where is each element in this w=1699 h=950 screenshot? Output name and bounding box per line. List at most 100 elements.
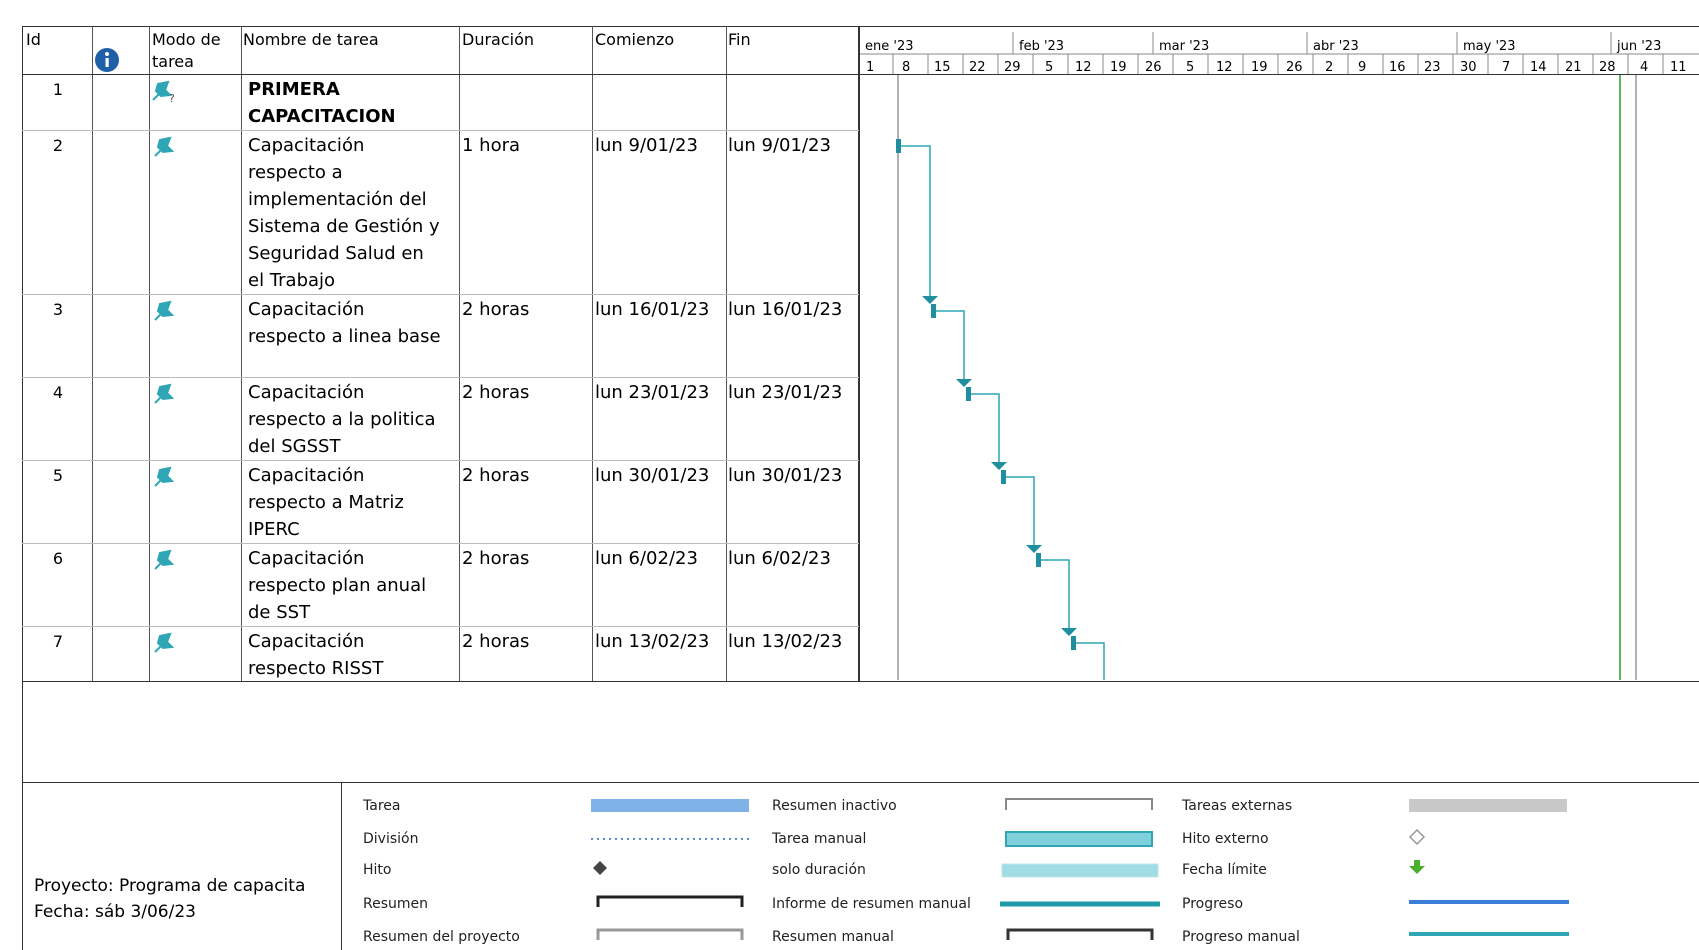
gantt-bar-task-6 [1036, 553, 1041, 567]
gantt-bar-task-2 [896, 139, 901, 153]
column-divider [149, 26, 150, 682]
svg-text:?: ? [169, 92, 175, 104]
legend-label: Progreso [1182, 896, 1244, 912]
task-name: Capacitación respecto a la politica del … [248, 379, 458, 460]
manual-task-pin-icon [152, 630, 178, 656]
column-divider [92, 26, 93, 682]
column-header-start[interactable]: Comienzo [595, 30, 675, 49]
timescale-month: jun '23 [1617, 39, 1662, 54]
timescale-day: 16 [1389, 60, 1406, 75]
task-name: PRIMERA CAPACITACION [248, 76, 458, 130]
task-name-line: Capacitación [248, 465, 365, 486]
column-header-mode[interactable]: Modo de tarea [152, 31, 221, 71]
column-header-mode-line1: Modo de [152, 30, 221, 49]
timescale-day: 23 [1424, 60, 1441, 75]
legend-symbols-col1 [591, 799, 749, 940]
legend-label: Resumen del proyecto [363, 929, 520, 945]
task-duration: 2 horas [462, 299, 530, 320]
manual-task-pin-question-icon: ? [150, 78, 176, 105]
row-divider [22, 543, 859, 544]
task-duration: 1 hora [462, 135, 521, 156]
manual-summary-bracket-icon [1006, 928, 1154, 940]
column-header-name[interactable]: Nombre de tarea [243, 30, 379, 49]
task-name-line: de SST [248, 602, 311, 623]
legend-label: Resumen inactivo [772, 798, 897, 814]
task-name-line: Sistema de Gestión y [248, 216, 440, 237]
task-finish: lun 6/02/23 [728, 548, 831, 569]
task-name: Capacitación respecto RISST [248, 628, 458, 682]
legend-label: Informe de resumen manual [772, 896, 971, 912]
timescale-day: 2 [1325, 60, 1334, 75]
legend-label: solo duración [772, 862, 866, 878]
row-divider [22, 130, 859, 131]
table-bottom-border [22, 681, 1699, 682]
timescale-month: mar '23 [1159, 39, 1210, 54]
deadline-arrow-icon [1409, 860, 1425, 874]
project-name: Proyecto: Programa de capacita [34, 876, 306, 896]
task-finish: lun 30/01/23 [728, 465, 843, 486]
timescale-day: 22 [969, 60, 986, 75]
timescale-day: 7 [1502, 60, 1511, 75]
row-divider [22, 626, 859, 627]
legend-label: Progreso manual [1182, 929, 1300, 945]
timescale-day: 1 [866, 60, 875, 75]
duration-only-bar-icon [1001, 863, 1159, 878]
column-header-finish[interactable]: Fin [728, 30, 751, 49]
milestone-diamond-icon [593, 861, 607, 875]
timescale-day: 11 [1670, 60, 1687, 75]
task-name-line: Capacitación [248, 299, 365, 320]
timescale-day: 28 [1599, 60, 1616, 75]
manual-task-pin-icon [152, 547, 178, 573]
column-header-duration[interactable]: Duración [462, 30, 535, 49]
timescale-day: 19 [1251, 60, 1268, 75]
timescale-month: ene '23 [865, 39, 914, 54]
timescale-month: may '23 [1463, 39, 1516, 54]
legend-label: Tareas externas [1182, 798, 1293, 814]
print-date: Fecha: sáb 3/06/23 [34, 902, 196, 922]
gantt-bar-task-4 [966, 387, 971, 401]
timescale-day: 12 [1075, 60, 1092, 75]
task-name: Capacitación respecto a Matriz IPERC [248, 462, 458, 543]
task-name-line: del SGSST [248, 436, 341, 457]
task-start: lun 30/01/23 [595, 465, 710, 486]
task-name-line: el Trabajo [248, 270, 336, 291]
timescale-day: 5 [1045, 60, 1054, 75]
table-gantt-splitter[interactable] [858, 26, 860, 682]
column-divider [459, 26, 460, 682]
task-name-line: Capacitación [248, 548, 365, 569]
legend-label: División [363, 831, 419, 847]
column-header-id[interactable]: Id [26, 30, 41, 49]
row-divider [22, 294, 859, 295]
timescale-day: 19 [1110, 60, 1127, 75]
info-icon [94, 47, 120, 77]
task-id: 4 [52, 383, 64, 402]
manual-task-pin-icon [152, 464, 178, 490]
external-task-bar-icon [1409, 799, 1567, 812]
legend-label: Tarea [363, 798, 401, 814]
external-milestone-diamond-icon [1408, 828, 1426, 846]
task-finish: lun 23/01/23 [728, 382, 843, 403]
task-duration: 2 horas [462, 465, 530, 486]
legend-symbols-col2 [1000, 798, 1160, 940]
task-name-line: respecto a linea base [248, 326, 441, 347]
legend-label: Fecha límite [1182, 862, 1267, 878]
inactive-summary-bracket-icon [1005, 798, 1153, 810]
task-name-line: respecto a la politica [248, 409, 436, 430]
manual-task-pin-icon [152, 381, 178, 407]
task-duration: 2 horas [462, 631, 530, 652]
task-name-line: respecto plan anual [248, 575, 427, 596]
manual-task-pin-icon [152, 298, 178, 324]
task-duration: 2 horas [462, 382, 530, 403]
summary-bracket-icon [596, 895, 744, 907]
column-header-mode-line2: tarea [152, 52, 194, 71]
task-name-line: PRIMERA [248, 79, 340, 100]
manual-task-pin-icon [152, 134, 178, 160]
task-name: Capacitación respecto plan anual de SST [248, 545, 458, 626]
task-id: 1 [52, 80, 64, 99]
task-id: 7 [52, 632, 64, 651]
row-divider [22, 377, 859, 378]
timescale-day: 15 [934, 60, 951, 75]
timescale-day: 9 [1358, 60, 1367, 75]
legend-symbols-col3 [1408, 799, 1569, 936]
